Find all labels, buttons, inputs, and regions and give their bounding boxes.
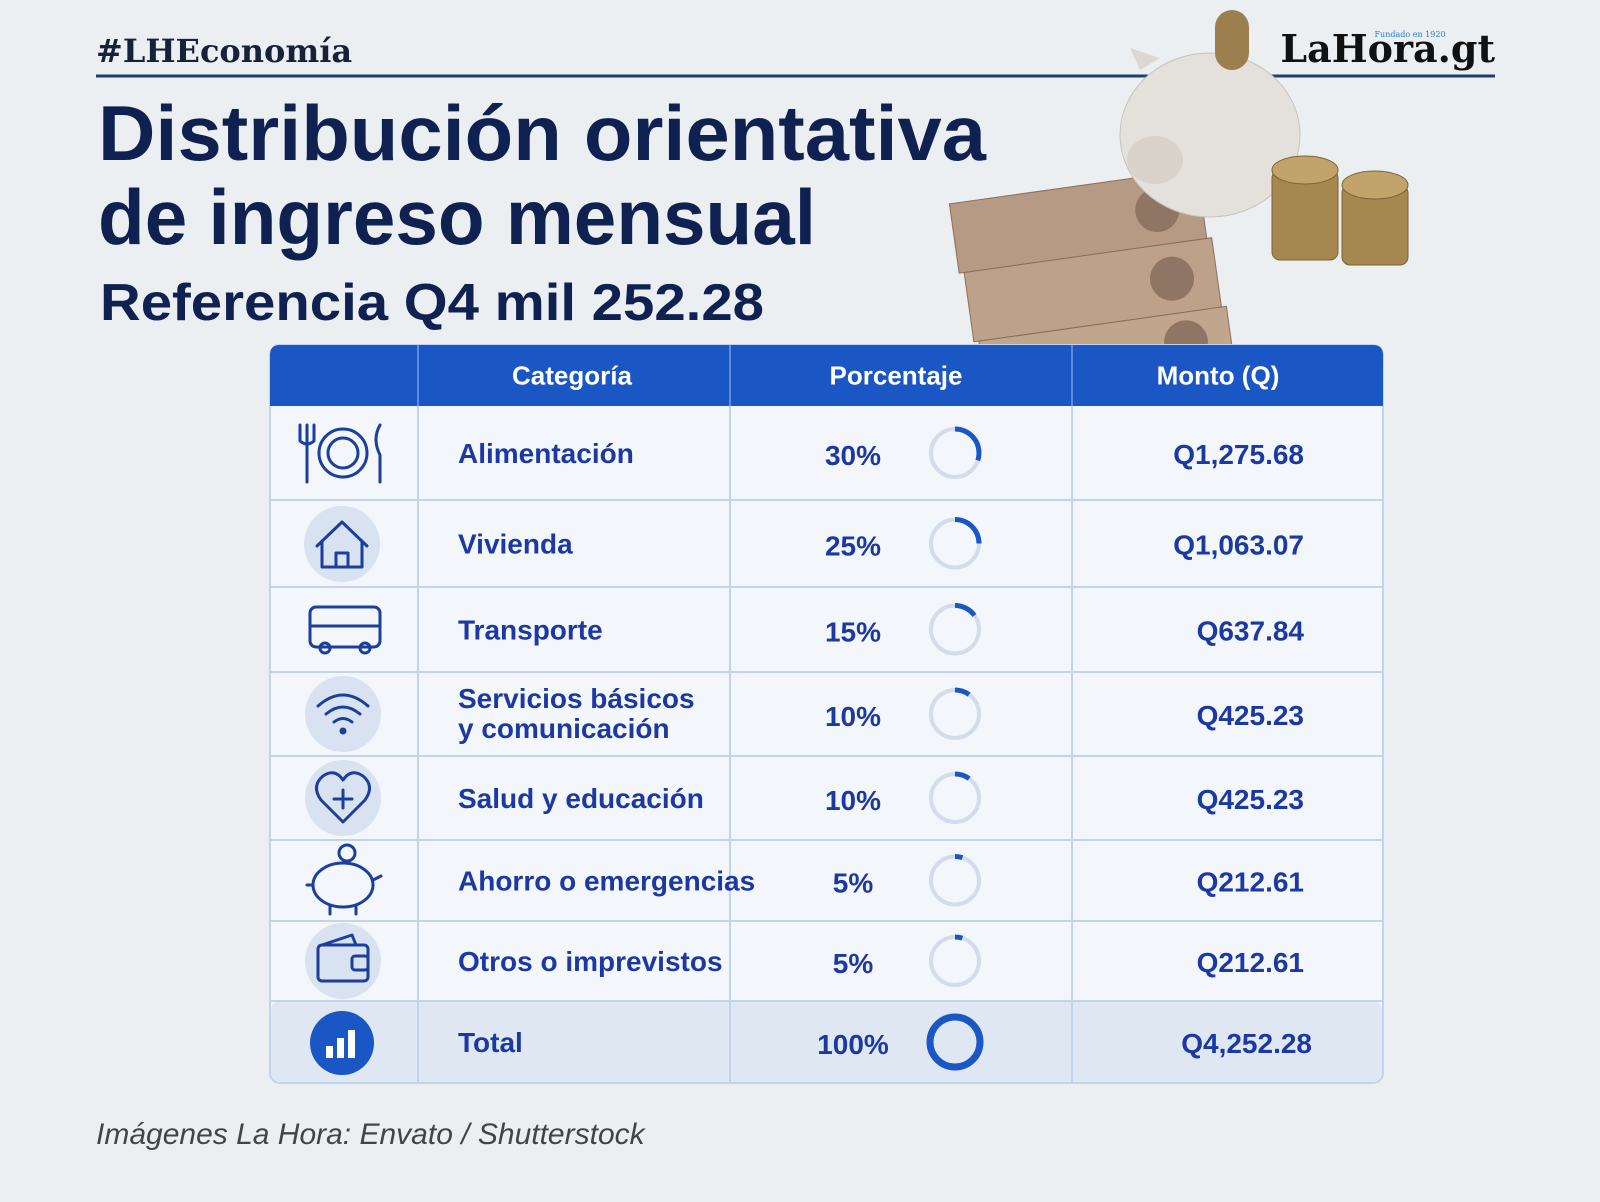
category: Vivienda [458, 529, 573, 560]
row-icons [298, 423, 383, 1075]
percent-label: 5% [833, 868, 874, 899]
percent-ring [928, 426, 982, 480]
percent-label: 100% [817, 1029, 889, 1060]
logo-tagline: Fundado en 1920 [1374, 30, 1445, 39]
table: Categoría Porcentaje Monto (Q) Alimentación… [269, 344, 1384, 1084]
title-line: Distribución orientativa [98, 89, 987, 177]
category: y comunicación [458, 713, 670, 744]
logo: LaHora.gt [1280, 26, 1495, 71]
credit: Imágenes La Hora: Envato / Shutterstock [96, 1118, 647, 1151]
percent-ring [928, 934, 982, 988]
percent-ring [928, 687, 982, 741]
amount: Q1,275.68 [1173, 439, 1304, 470]
amount: Q4,252.28 [1181, 1028, 1312, 1059]
total-row [271, 1001, 1382, 1082]
amount: Q425.23 [1197, 784, 1304, 815]
percent-label: 10% [825, 785, 881, 816]
percent-ring [928, 517, 982, 570]
percent-ring [928, 854, 982, 907]
amount: Q1,063.07 [1173, 530, 1304, 561]
percent-ring [928, 771, 982, 825]
category: Otros o imprevistos [458, 946, 723, 977]
hashtag: #LHEconomía [96, 32, 352, 70]
percent-label: 25% [825, 531, 881, 562]
category: Servicios básicos [458, 683, 695, 714]
amount: Q212.61 [1197, 867, 1304, 898]
percent-ring [926, 1013, 984, 1071]
subtitle: Referencia Q4 mil 252.28 [100, 274, 764, 332]
table-header [270, 345, 1383, 406]
category: Salud y educación [458, 783, 704, 814]
category: Alimentación [458, 438, 634, 469]
percent-label: 10% [825, 701, 881, 732]
percent-label: 30% [825, 440, 881, 471]
percent-label: 15% [825, 617, 881, 648]
amount: Q212.61 [1197, 947, 1304, 978]
title-line: de ingreso mensual [98, 173, 816, 261]
amount: Q425.23 [1197, 700, 1304, 731]
category: Total [458, 1027, 523, 1058]
category: Transporte [458, 615, 603, 646]
percent-ring [928, 603, 982, 656]
percent-label: 5% [833, 948, 874, 979]
column-header: Categoría [512, 361, 632, 391]
column-header: Monto (Q) [1157, 361, 1280, 391]
amount: Q637.84 [1197, 616, 1305, 647]
column-header: Porcentaje [830, 361, 963, 391]
category: Ahorro o emergencias [458, 866, 755, 897]
